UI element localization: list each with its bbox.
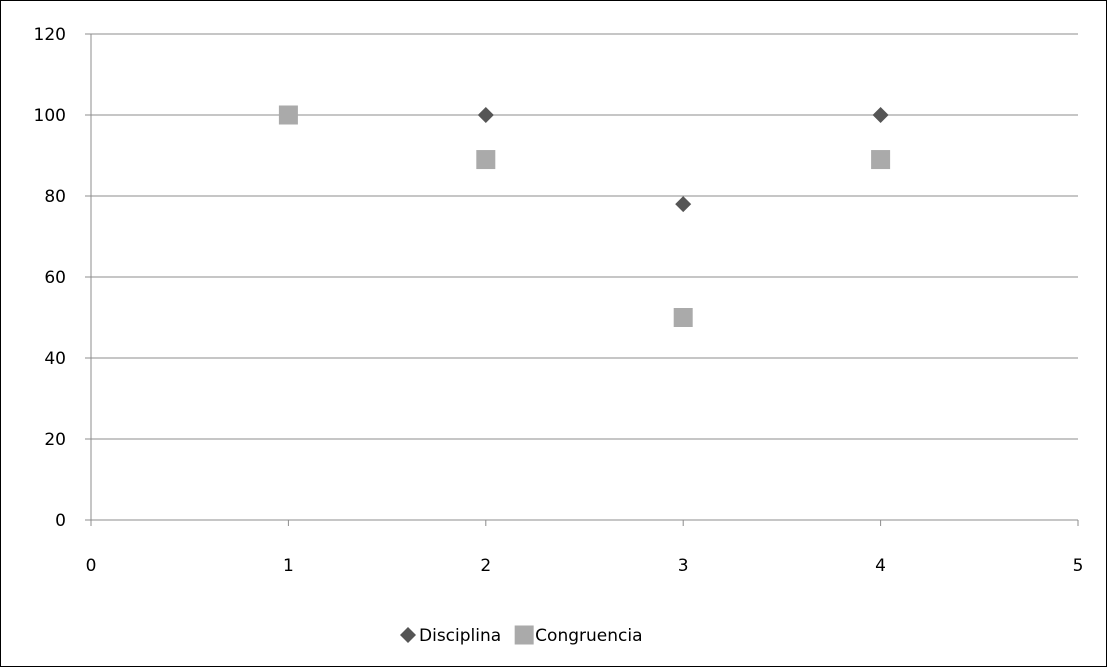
legend-label-disciplina: Disciplina bbox=[419, 626, 501, 646]
tick-labels: 0 20 40 60 80 100 120 0 1 2 3 4 5 bbox=[34, 25, 1084, 576]
x-tick-label-5: 5 bbox=[1073, 556, 1084, 576]
legend: Disciplina Congruencia bbox=[400, 625, 643, 646]
point-disciplina-4 bbox=[872, 107, 889, 123]
y-tick-label-60: 60 bbox=[44, 268, 66, 288]
y-tick-label-100: 100 bbox=[34, 106, 66, 126]
y-tick-label-120: 120 bbox=[34, 25, 66, 45]
y-tick-label-80: 80 bbox=[44, 187, 66, 207]
y-tick-label-0: 0 bbox=[55, 511, 66, 531]
point-disciplina-2 bbox=[477, 107, 494, 123]
point-congruencia-3 bbox=[673, 308, 693, 327]
point-congruencia-1 bbox=[278, 105, 298, 125]
x-tick-label-3: 3 bbox=[678, 556, 689, 576]
point-disciplina-3 bbox=[675, 196, 692, 213]
y-tick-label-40: 40 bbox=[44, 349, 66, 369]
data-points bbox=[278, 105, 891, 327]
legend-marker-congruencia bbox=[514, 625, 534, 645]
point-congruencia-4 bbox=[871, 150, 891, 170]
legend-label-congruencia: Congruencia bbox=[535, 626, 642, 646]
point-congruencia-2 bbox=[476, 150, 496, 170]
x-tick-label-0: 0 bbox=[86, 556, 97, 576]
x-tick-label-1: 1 bbox=[283, 556, 294, 576]
x-tick-label-2: 2 bbox=[480, 556, 491, 576]
y-tick-label-20: 20 bbox=[44, 430, 66, 450]
axes bbox=[85, 33, 1079, 526]
legend-marker-disciplina bbox=[400, 627, 416, 643]
x-tick-label-4: 4 bbox=[875, 556, 886, 576]
gridlines bbox=[91, 33, 1078, 440]
